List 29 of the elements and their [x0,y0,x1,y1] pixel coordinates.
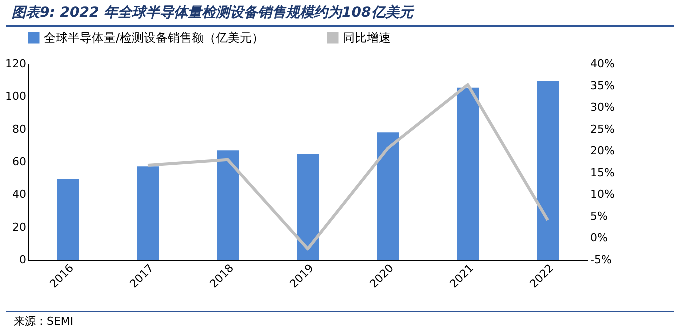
y2-tick-label: 30% [590,101,615,114]
y-tick-label: 20 [12,220,26,234]
y2-tick-label: 25% [590,122,615,136]
y2-tick-label: 20% [590,144,615,158]
y-tick-label: 80 [12,122,26,136]
chart-title: 图表9: 2022 年全球半导体量检测设备销售规模约为108亿美元 [6,0,674,27]
line-series [146,83,550,251]
y2-tick-label: 15% [590,166,615,180]
y-tick-label: 100 [6,90,26,104]
y-tick-label: 40 [12,188,26,202]
bar [217,150,239,260]
bar [137,166,159,260]
y2-tick-label: 10% [590,188,615,202]
bar [297,154,319,260]
bar [537,80,559,260]
bar [57,179,79,260]
bar [377,132,399,260]
y-tick-label: 60 [12,156,26,168]
y2-tick-label: 40% [590,58,615,70]
y2-tick-label: 35% [590,79,615,92]
y-tick-label: 120 [6,58,26,70]
bar [457,88,479,260]
y2-tick-label: 0% [590,232,608,245]
y2-tick-label: -5% [590,254,612,266]
y2-tick-label: 5% [590,210,608,223]
legend-label: 同比增速 [343,31,391,45]
source-note: 来源：SEMI [6,311,674,331]
legend-label: 全球半导体量/检测设备销售额（亿美元） [44,31,264,45]
y-tick-label: 0 [20,254,26,266]
